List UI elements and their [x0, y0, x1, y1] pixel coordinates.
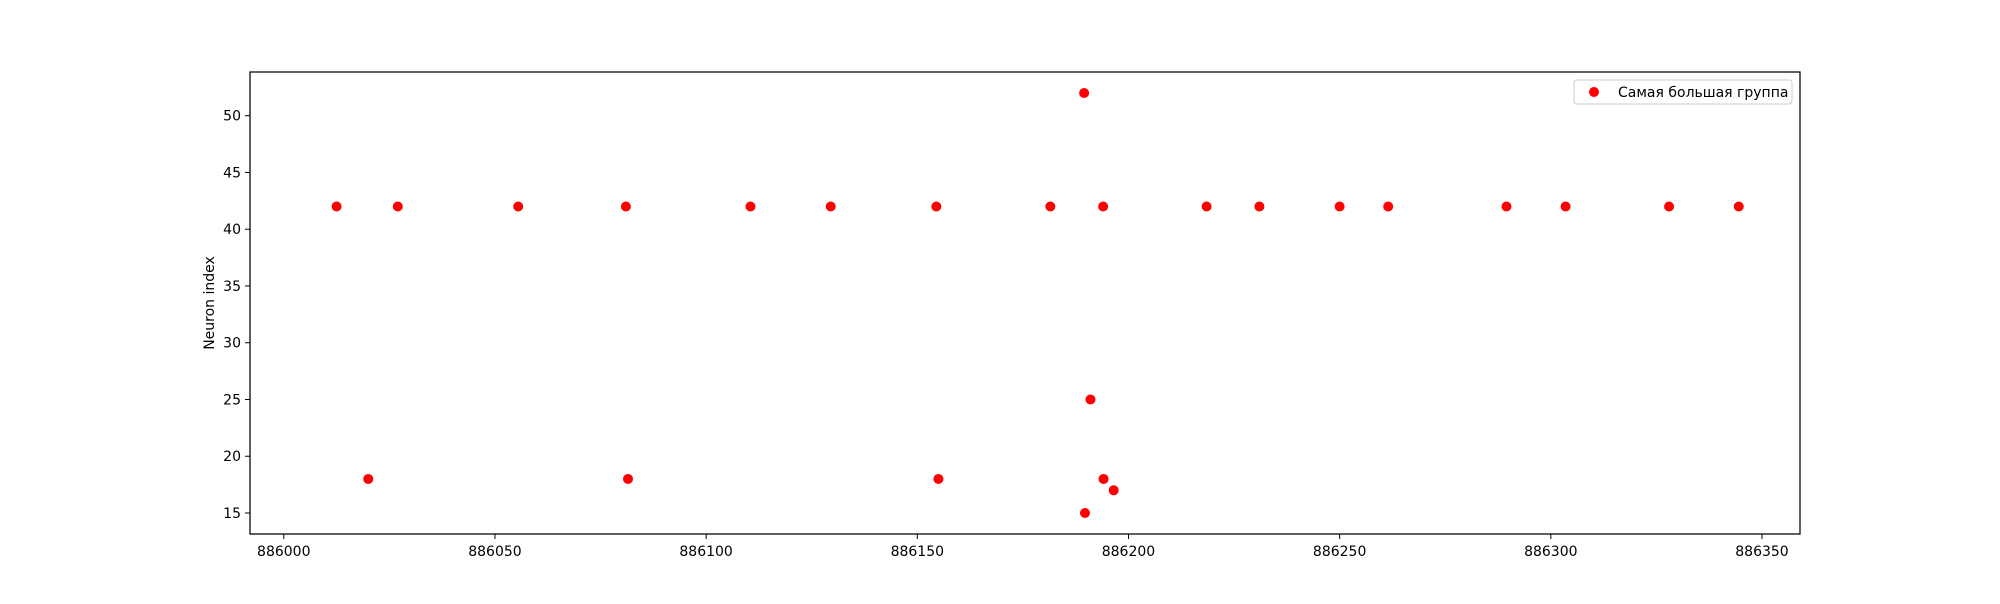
- y-tick-label: 15: [223, 506, 241, 522]
- data-point: [363, 473, 374, 484]
- x-tick-label: 886350: [1735, 544, 1788, 560]
- data-point: [1254, 201, 1265, 212]
- legend: Самая большая группа: [1573, 79, 1793, 105]
- data-point: [620, 201, 631, 212]
- legend-marker: [1589, 87, 1599, 97]
- data-point: [1108, 485, 1119, 496]
- data-point: [513, 201, 524, 212]
- x-axis: 886000 886050 886100 886150 886200 886250 8863…: [257, 534, 1789, 560]
- data-point: [1501, 201, 1512, 212]
- x-tick-label: 886150: [891, 544, 944, 560]
- data-point: [622, 473, 633, 484]
- legend-label: Самая большая группа: [1618, 85, 1788, 101]
- data-point: [933, 473, 944, 484]
- data-point: [392, 201, 403, 212]
- y-axis-title: Neuron index: [202, 256, 218, 350]
- data-point: [331, 201, 342, 212]
- data-point: [931, 201, 942, 212]
- y-axis: 15 20 25 30 35 40 45 50: [223, 109, 250, 522]
- data-point: [1085, 394, 1096, 405]
- plot-area: [249, 71, 1801, 535]
- x-tick-label: 886200: [1102, 544, 1155, 560]
- data-points: [331, 88, 1744, 518]
- data-point: [1733, 201, 1744, 212]
- y-tick-label: 40: [223, 222, 241, 238]
- data-point: [1098, 473, 1109, 484]
- data-point: [1079, 88, 1090, 98]
- data-point: [1664, 201, 1675, 212]
- data-point: [1560, 201, 1571, 212]
- x-tick-label: 886000: [257, 544, 310, 560]
- y-tick-label: 50: [223, 109, 241, 125]
- y-tick-label: 20: [223, 449, 241, 465]
- legend-frame: [1573, 79, 1793, 105]
- data-point: [1098, 201, 1109, 212]
- x-tick-label: 886100: [679, 544, 732, 560]
- data-point: [745, 201, 756, 212]
- data-point: [1334, 201, 1345, 212]
- data-point: [1045, 201, 1056, 212]
- x-tick-label: 886050: [468, 544, 521, 560]
- data-point: [1383, 201, 1394, 212]
- x-tick-label: 886250: [1313, 544, 1366, 560]
- y-tick-label: 25: [223, 392, 241, 408]
- y-tick-label: 35: [223, 279, 241, 295]
- x-tick-label: 886300: [1524, 544, 1577, 560]
- y-tick-label: 45: [223, 165, 241, 181]
- data-point: [825, 201, 836, 212]
- y-tick-label: 30: [223, 336, 241, 352]
- data-point: [1079, 508, 1090, 518]
- data-point: [1201, 201, 1212, 212]
